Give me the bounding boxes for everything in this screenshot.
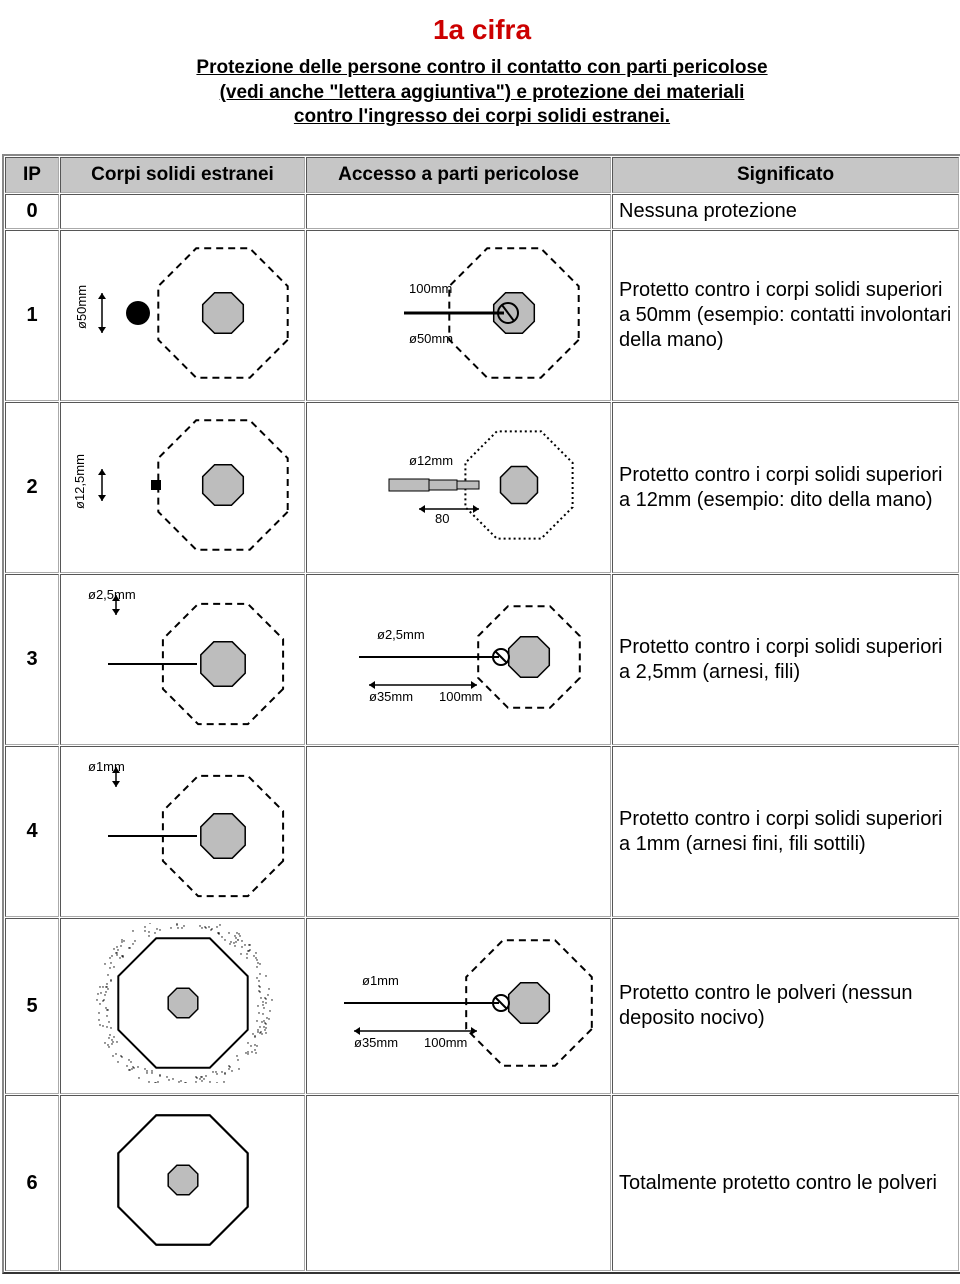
svg-text:100mm: 100mm — [424, 1035, 467, 1050]
diagram-accesso: ø1mm ø35mm 100mm — [306, 918, 611, 1094]
diagram-accesso: ø12mm 80 — [306, 402, 611, 573]
table-row: 6 Totalmente protetto contro le polveri — [5, 1095, 959, 1271]
significato-cell: Protetto contro i corpi solidi superiori… — [612, 402, 959, 573]
svg-text:80: 80 — [435, 511, 449, 526]
th-col2: Accesso a parti pericolose — [306, 157, 611, 193]
svg-text:ø50mm: ø50mm — [74, 285, 89, 329]
ip-cell: 0 — [5, 194, 59, 229]
ip-table: IP Corpi solidi estranei Accesso a parti… — [2, 154, 960, 1274]
svg-text:ø1mm: ø1mm — [88, 759, 125, 774]
significato-cell: Protetto contro i corpi solidi superiori… — [612, 574, 959, 745]
header-row: IP Corpi solidi estranei Accesso a parti… — [5, 157, 959, 193]
significato-cell: Totalmente protetto contro le polveri — [612, 1095, 959, 1271]
intro-text: Protezione delle persone contro il conta… — [2, 56, 960, 130]
th-col3: Significato — [612, 157, 959, 193]
svg-text:ø35mm: ø35mm — [354, 1035, 398, 1050]
diagram-corpi — [60, 194, 305, 229]
ip-cell: 4 — [5, 746, 59, 917]
table-row: 4 ø1mm Protetto contro i corpi solidi sup… — [5, 746, 959, 917]
diagram-corpi: ø50mm — [60, 230, 305, 401]
ip-cell: 2 — [5, 402, 59, 573]
svg-text:ø12mm: ø12mm — [409, 453, 453, 468]
diagram-accesso: 100mm ø50mm — [306, 230, 611, 401]
table-row: 2 ø12,5mmø12mm 80Protetto contro i corpi… — [5, 402, 959, 573]
ip-cell: 3 — [5, 574, 59, 745]
svg-text:100mm: 100mm — [409, 281, 452, 296]
ip-cell: 5 — [5, 918, 59, 1094]
diagram-accesso — [306, 194, 611, 229]
svg-text:ø12,5mm: ø12,5mm — [72, 454, 87, 509]
svg-text:100mm: 100mm — [439, 689, 482, 704]
table-row: 1 ø50mm 100mm ø50mm Protetto contro i corpi… — [5, 230, 959, 401]
diagram-accesso: ø2,5mm ø35mm 100mm — [306, 574, 611, 745]
significato-cell: Protetto contro le polveri (nessun depos… — [612, 918, 959, 1094]
diagram-corpi: ø12,5mm — [60, 402, 305, 573]
svg-text:ø35mm: ø35mm — [369, 689, 413, 704]
th-col1: Corpi solidi estranei — [60, 157, 305, 193]
diagram-accesso — [306, 746, 611, 917]
svg-text:ø50mm: ø50mm — [409, 331, 453, 346]
table-row: 5 ø1mm ø35mm 100mm Protetto contro le polve… — [5, 918, 959, 1094]
th-ip: IP — [5, 157, 59, 193]
significato-cell: Nessuna protezione — [612, 194, 959, 229]
page-title: 1a cifra — [2, 14, 960, 46]
svg-text:ø2,5mm: ø2,5mm — [88, 587, 136, 602]
diagram-corpi: ø2,5mm — [60, 574, 305, 745]
table-row: 0 Nessuna protezione — [5, 194, 959, 229]
significato-cell: Protetto contro i corpi solidi superiori… — [612, 746, 959, 917]
table-row: 3 ø2,5mm ø2,5mm ø35mm 100mm Protetto contro… — [5, 574, 959, 745]
diagram-accesso — [306, 1095, 611, 1271]
diagram-corpi — [60, 918, 305, 1094]
svg-text:ø1mm: ø1mm — [362, 973, 399, 988]
significato-cell: Protetto contro i corpi solidi superiori… — [612, 230, 959, 401]
ip-cell: 1 — [5, 230, 59, 401]
ip-cell: 6 — [5, 1095, 59, 1271]
diagram-corpi — [60, 1095, 305, 1271]
diagram-corpi: ø1mm — [60, 746, 305, 917]
svg-text:ø2,5mm: ø2,5mm — [377, 627, 425, 642]
